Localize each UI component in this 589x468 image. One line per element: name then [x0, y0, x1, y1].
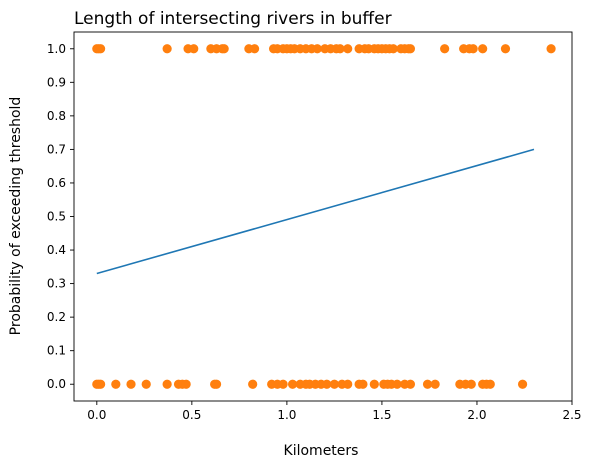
x-tick-label: 2.5 — [562, 408, 581, 422]
data-point — [405, 379, 416, 389]
data-point — [96, 379, 106, 389]
data-point — [440, 44, 450, 54]
data-point — [287, 379, 298, 389]
data-point — [249, 44, 260, 54]
y-tick-label: 0.0 — [47, 377, 66, 391]
data-point — [329, 379, 340, 389]
x-axis-label: Kilometers — [284, 443, 359, 459]
y-tick-label: 0.3 — [47, 277, 66, 291]
data-point — [358, 379, 368, 389]
data-point — [343, 379, 353, 389]
data-point — [335, 44, 345, 54]
data-point — [388, 44, 398, 54]
plot-area — [92, 44, 556, 389]
x-tick-label: 1.5 — [372, 408, 391, 422]
data-point — [162, 379, 172, 389]
y-tick-label: 0.9 — [47, 75, 66, 89]
data-point — [248, 379, 258, 389]
plot-frame — [73, 31, 573, 402]
y-axis: 0.0 0.1 0.2 0.3 0.4 0.5 0.6 0.7 0.8 0.9 1.0 — [47, 42, 74, 391]
y-axis-label: Probability of exceeding threshold — [8, 97, 24, 336]
data-point — [369, 379, 379, 389]
data-point — [126, 379, 136, 389]
x-tick-label: 1.0 — [277, 408, 296, 422]
chart-title: Length of intersecting rivers in buffer — [74, 9, 392, 29]
y-tick-label: 0.2 — [47, 310, 66, 324]
y-tick-label: 0.8 — [47, 109, 66, 123]
data-point — [517, 379, 528, 389]
data-point — [500, 44, 511, 54]
y-tick-label: 0.5 — [47, 210, 66, 224]
data-point — [219, 44, 229, 54]
data-point — [111, 379, 121, 389]
data-point — [278, 379, 288, 389]
data-point — [430, 379, 440, 389]
data-point — [343, 44, 353, 54]
data-point — [189, 44, 199, 54]
data-point — [392, 379, 402, 389]
y-tick-label: 0.4 — [47, 243, 66, 257]
data-point — [96, 44, 106, 54]
x-axis: 0.0 0.5 1.0 1.5 2.0 2.5 — [87, 401, 582, 422]
x-tick-label: 0.5 — [182, 408, 201, 422]
data-point — [312, 44, 322, 54]
data-point — [466, 379, 476, 389]
data-point — [181, 379, 191, 389]
fit-line — [96, 148, 535, 275]
data-point — [322, 379, 332, 389]
data-point — [468, 44, 478, 54]
y-tick-label: 0.1 — [47, 344, 66, 358]
x-tick-label: 0.0 — [87, 408, 106, 422]
data-point — [422, 379, 433, 389]
y-tick-label: 1.0 — [47, 42, 66, 56]
x-tick-label: 2.0 — [467, 408, 486, 422]
data-point — [546, 44, 556, 54]
data-point — [211, 379, 222, 389]
data-point — [485, 379, 495, 389]
data-point — [405, 44, 416, 54]
y-tick-label: 0.6 — [47, 176, 66, 190]
y-tick-label: 0.7 — [47, 142, 66, 156]
data-point — [162, 44, 172, 54]
data-point — [141, 379, 151, 389]
data-point — [478, 44, 488, 54]
